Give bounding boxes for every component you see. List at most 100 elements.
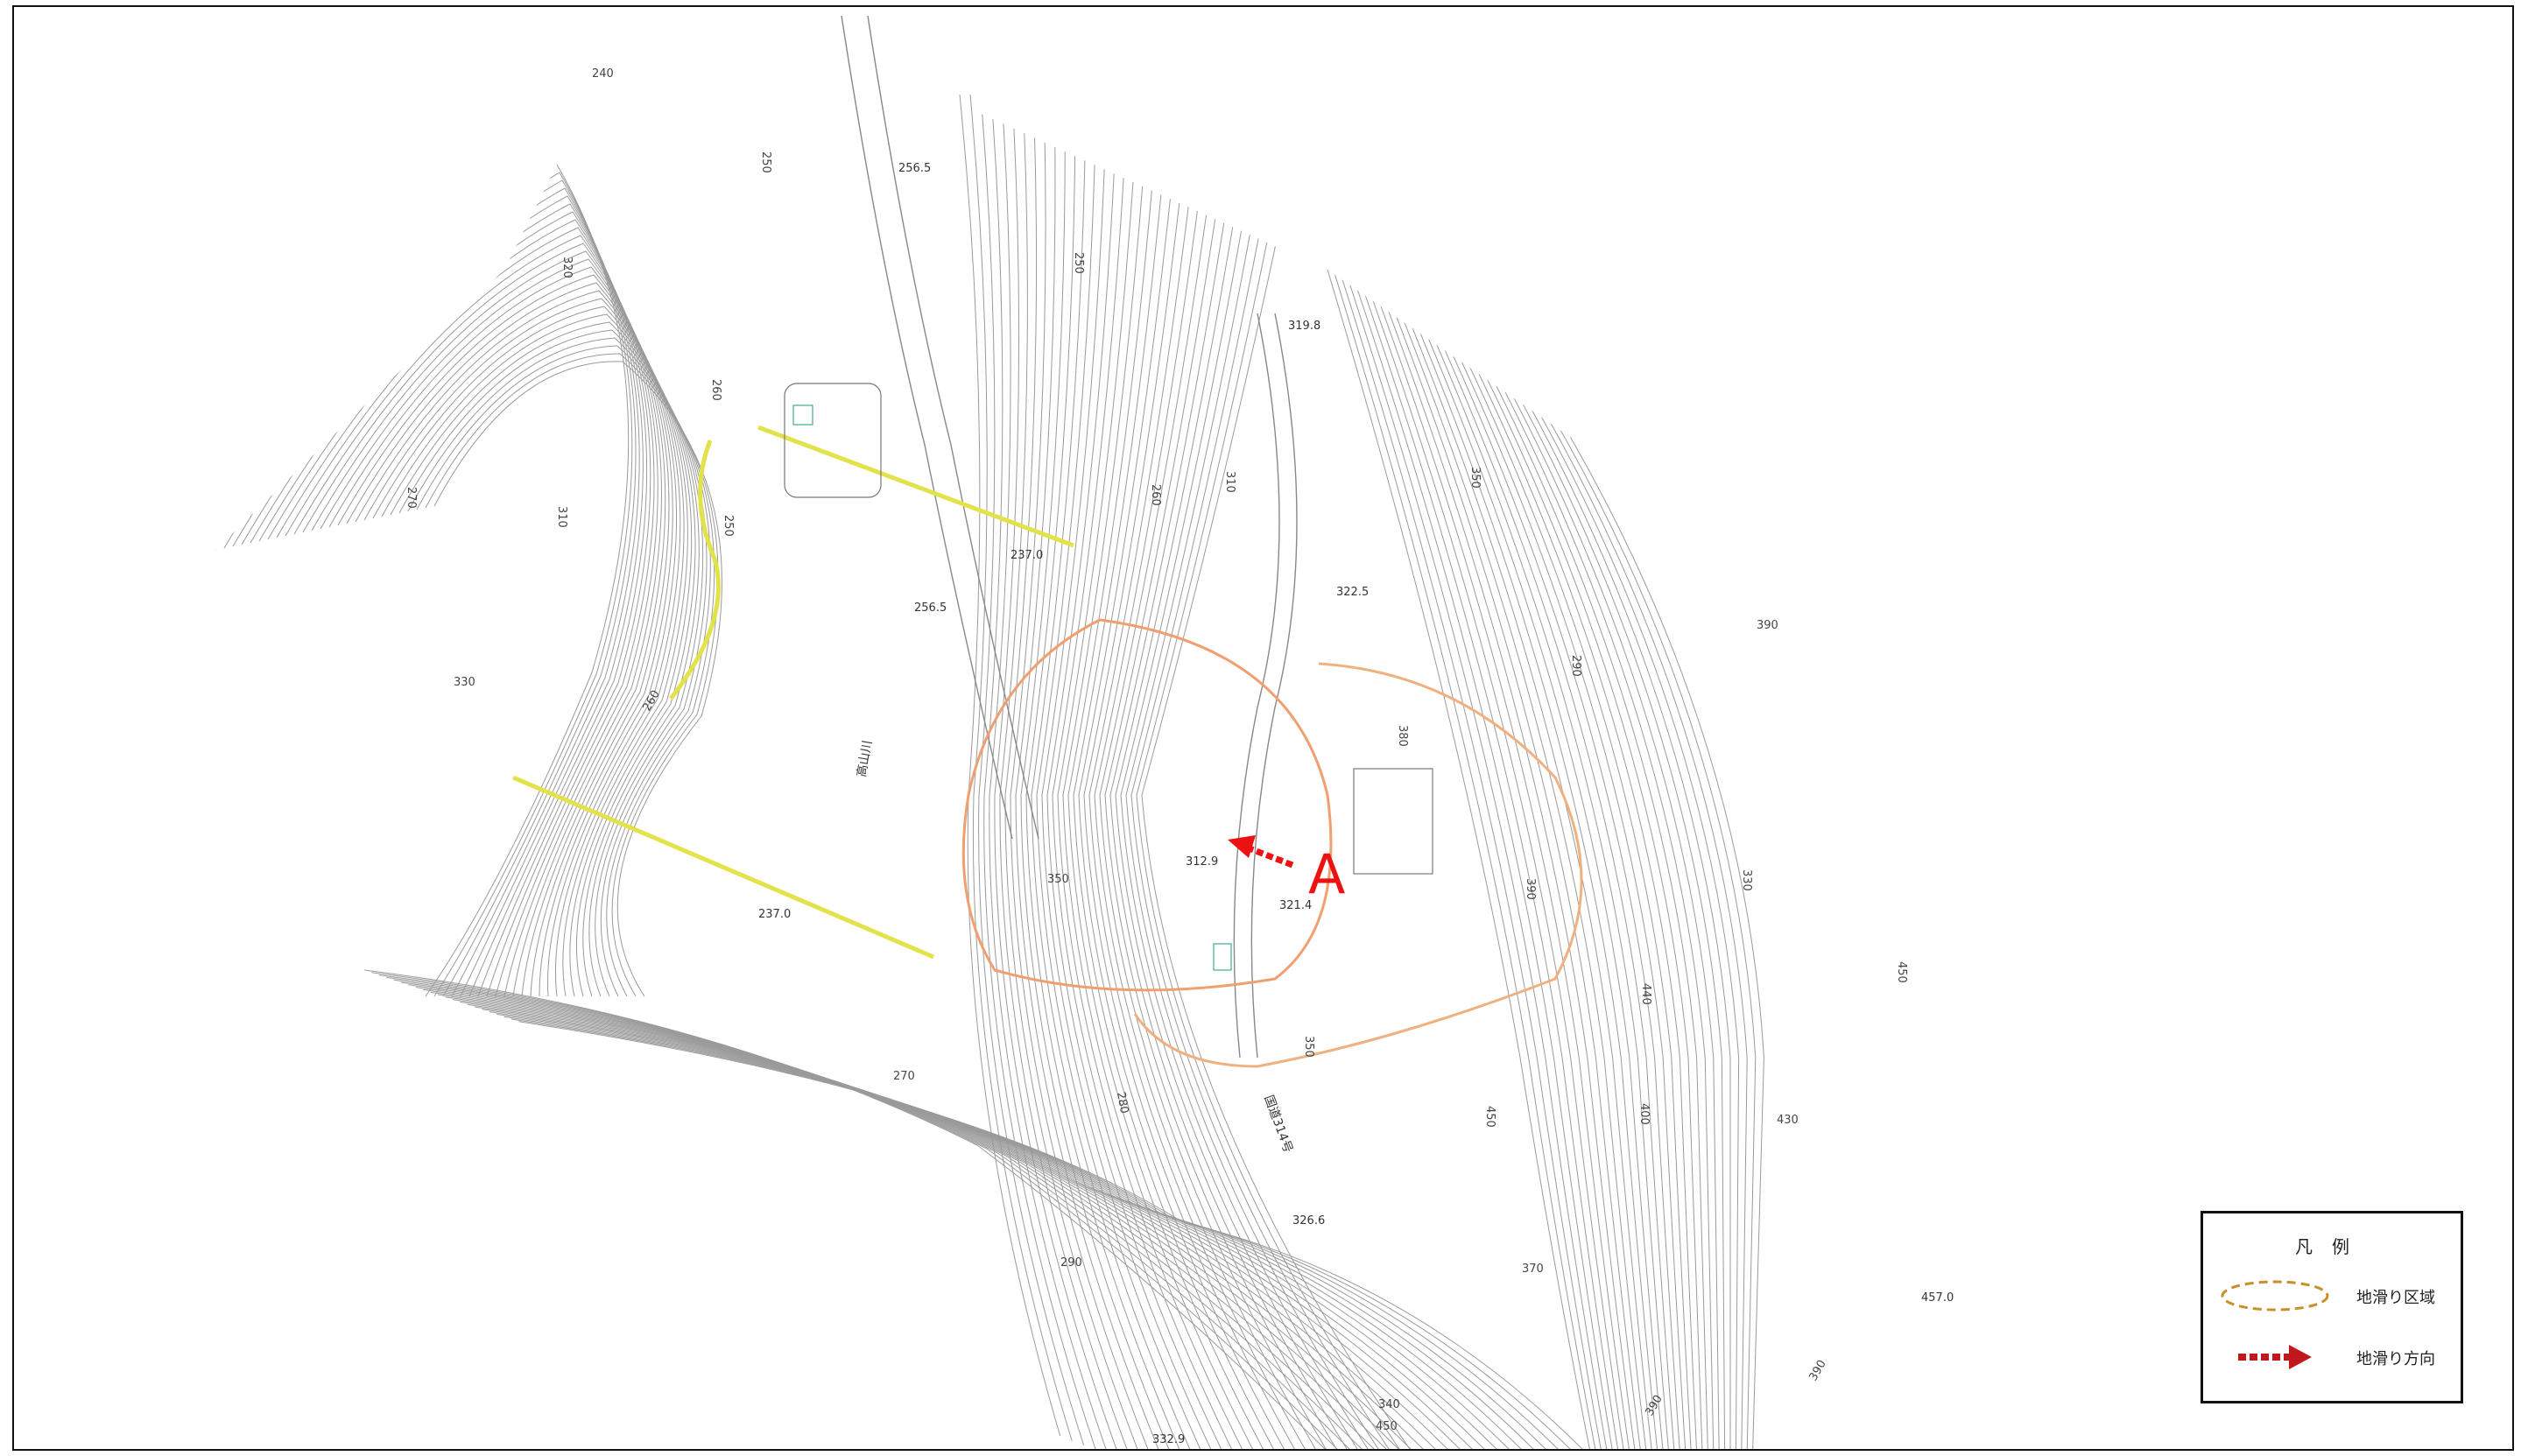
contour-line [1460, 335, 1698, 1449]
contour-line [1052, 94, 1234, 1449]
contour-line [293, 235, 662, 997]
contour-line [215, 164, 630, 997]
contour-label: 290 [1569, 655, 1582, 677]
contour-label: 390 [1806, 1358, 1828, 1383]
contour-line [1067, 94, 1265, 1449]
contour-line [386, 976, 1365, 1449]
contour-line [460, 1001, 1488, 1449]
contour-line [1439, 325, 1680, 1449]
contour-line [437, 994, 1451, 1449]
contour-line [416, 345, 715, 997]
contour-line [407, 337, 711, 997]
spot-height: 237.0 [758, 908, 791, 921]
contour-label: 270 [405, 487, 418, 509]
contour-line [994, 94, 1118, 1449]
contour-label: 240 [592, 67, 614, 81]
contour-line [1355, 283, 1614, 1449]
contour-line [400, 981, 1390, 1449]
legend-label-landslide-area: 地滑り区域 [2356, 1289, 2435, 1307]
contour-line [474, 1006, 1512, 1449]
contour-label: 450 [1376, 1420, 1398, 1433]
contour-label: 330 [454, 676, 475, 689]
spot-height: 457.0 [1921, 1291, 1954, 1305]
contour-label: 260 [1149, 484, 1162, 506]
contour-line [467, 1003, 1500, 1449]
contour-line [276, 219, 655, 997]
contour-line [393, 979, 1377, 1449]
contour-label: 250 [722, 515, 735, 537]
landslide-area [961, 618, 1583, 1068]
contour-label: 260 [709, 379, 722, 401]
contour-line [518, 1021, 1586, 1449]
contour-line [1088, 94, 1307, 1449]
contour-line [1411, 311, 1658, 1449]
contour-line [1094, 94, 1318, 1449]
contour-line [1062, 94, 1255, 1449]
contour-line [1078, 94, 1286, 1449]
contour-label: 380 [1396, 725, 1409, 747]
contour-label: 250 [759, 151, 772, 173]
contour-line [1481, 346, 1715, 1449]
contour-line [1369, 290, 1624, 1449]
road-label: 高山川 [854, 739, 875, 777]
contour-label: 450 [1895, 961, 1908, 983]
contour-line [989, 94, 1108, 1449]
contour-line [1495, 353, 1726, 1449]
contour-line [232, 179, 637, 997]
contour-line [320, 258, 673, 997]
contour-line [425, 353, 719, 997]
legend: 凡例 地滑り区域 地滑り方向 [2201, 1211, 2463, 1403]
contour-line [1404, 307, 1652, 1449]
legend-item-landslide-direction: 地滑り方向 [2203, 1334, 2461, 1378]
contour-label: 340 [1378, 1398, 1400, 1411]
contour-line [503, 1016, 1561, 1449]
contour-line [1020, 94, 1171, 1449]
contour-line [328, 266, 677, 997]
marker-letter-a: A [1308, 842, 1345, 906]
contour-label: 450 [1483, 1106, 1496, 1128]
contour-line [1523, 367, 1757, 1449]
building-shapes [784, 383, 1433, 971]
contour-line [223, 172, 633, 997]
spot-height: 256.5 [914, 601, 947, 615]
contour-line [489, 1011, 1537, 1449]
contour-line [999, 94, 1129, 1449]
contour-line [1453, 332, 1692, 1449]
spot-height: 237.0 [1011, 549, 1043, 562]
contour-line [267, 211, 651, 997]
dashed-arrow-icon [2238, 1345, 2312, 1369]
contour-line [371, 972, 1341, 1449]
contour-label: 350 [1468, 467, 1482, 489]
contour-label: 400 [1637, 1103, 1651, 1125]
contour-line [1341, 276, 1602, 1449]
contour-line [1383, 297, 1636, 1449]
contour-line [1509, 360, 1740, 1449]
contour-line [496, 1013, 1549, 1449]
contour-line [1104, 94, 1339, 1449]
contour-line [337, 274, 681, 997]
contour-line [1418, 314, 1664, 1449]
contour-label: 350 [1047, 873, 1069, 886]
contour-line [983, 94, 1097, 1449]
trail-lines [512, 425, 1074, 960]
contour-line [1120, 94, 1370, 1449]
contour-line [1025, 94, 1181, 1449]
contour-label: 290 [1060, 1256, 1082, 1270]
contour-label: 390 [1524, 878, 1537, 900]
contour-line [969, 94, 1076, 1449]
contour-line [1115, 94, 1360, 1449]
spot-height: 322.5 [1336, 586, 1369, 599]
contour-line [378, 974, 1353, 1449]
contour-line [445, 996, 1463, 1449]
contour-line [250, 195, 644, 997]
contour-line [1125, 94, 1381, 1449]
contour-label: 350 [1302, 1036, 1315, 1058]
contour-line [1130, 94, 1391, 1449]
contour-line [1109, 94, 1349, 1449]
contour-line [363, 969, 1328, 1449]
contour-line [1036, 94, 1202, 1449]
contour-line [452, 999, 1475, 1449]
contour-line [311, 250, 670, 997]
